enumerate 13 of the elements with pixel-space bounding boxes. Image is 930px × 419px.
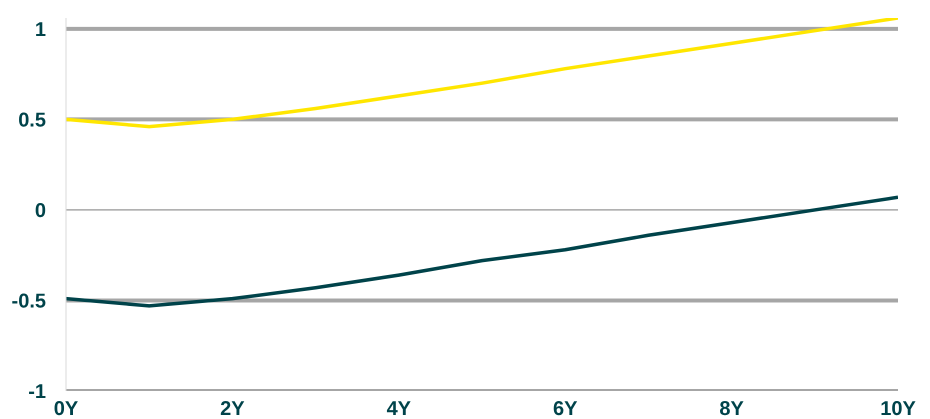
line-series — [66, 18, 898, 128]
x-tick-label: 8Y — [719, 398, 744, 419]
y-tick-label: -1 — [28, 381, 46, 404]
x-tick-label: 6Y — [552, 398, 578, 419]
x-tick-label: 4Y — [386, 398, 412, 419]
x-tick-label: 2Y — [220, 398, 246, 419]
line-series — [66, 196, 898, 308]
y-tick-label: 1 — [34, 18, 46, 41]
y-tick-label: -0.5 — [12, 290, 46, 313]
x-tick-label: 10Y — [880, 398, 916, 419]
x-tick-label: 0Y — [54, 398, 79, 419]
y-tick-label: 0 — [34, 200, 46, 222]
y-tick-label: 0.5 — [18, 110, 46, 132]
